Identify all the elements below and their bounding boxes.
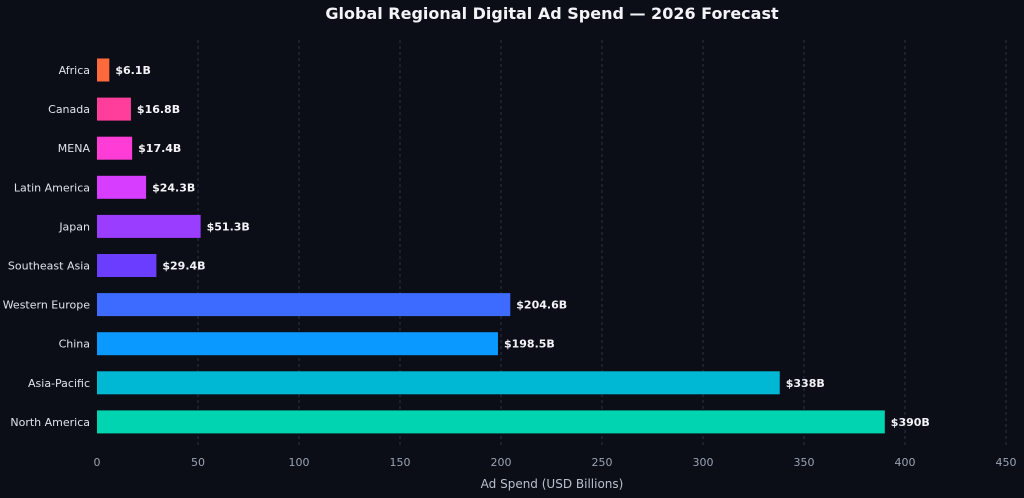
x-tick-label: 450 xyxy=(996,456,1017,469)
bars-layer xyxy=(97,58,885,434)
x-tick-label: 200 xyxy=(491,456,512,469)
value-label: $51.3B xyxy=(207,220,250,233)
bar xyxy=(97,254,157,277)
category-label: Canada xyxy=(48,103,90,116)
grid-layer xyxy=(197,40,1007,447)
bar xyxy=(97,97,131,121)
bar xyxy=(97,293,511,317)
x-axis-ticks: 0 50 100 150 200 250 300 350 400 450 xyxy=(94,456,1017,469)
category-label: MENA xyxy=(58,142,91,155)
x-tick-label: 300 xyxy=(693,456,714,469)
x-tick-label: 100 xyxy=(289,456,310,469)
bar xyxy=(97,371,780,395)
category-label: Latin America xyxy=(14,181,90,194)
value-label: $6.1B xyxy=(115,64,151,77)
bar xyxy=(97,58,110,82)
category-label: Japan xyxy=(58,220,90,233)
value-label: $16.8B xyxy=(137,103,180,116)
category-label: North America xyxy=(10,416,90,429)
value-label: $338B xyxy=(786,377,825,390)
bar xyxy=(97,175,147,199)
value-label: $390B xyxy=(891,416,930,429)
x-tick-label: 250 xyxy=(592,456,613,469)
x-tick-label: 400 xyxy=(895,456,916,469)
value-label: $198.5B xyxy=(504,338,555,351)
category-label: Africa xyxy=(59,64,90,77)
value-label: $24.3B xyxy=(152,181,195,194)
x-tick-label: 50 xyxy=(191,456,205,469)
value-label: $29.4B xyxy=(162,260,205,273)
x-tick-label: 150 xyxy=(390,456,411,469)
labels-layer: Africa $6.1B Canada $16.8B MENA $17.4B Latin A… xyxy=(3,64,930,429)
chart-title: Global Regional Digital Ad Spend — 2026 … xyxy=(325,4,779,23)
bar xyxy=(97,214,201,238)
category-label: Western Europe xyxy=(3,299,91,312)
bar xyxy=(97,332,498,356)
x-axis-label: Ad Spend (USD Billions) xyxy=(481,477,624,491)
x-tick-label: 0 xyxy=(94,456,101,469)
value-label: $17.4B xyxy=(138,142,181,155)
category-label: Southeast Asia xyxy=(8,260,90,273)
category-label: China xyxy=(59,338,90,351)
bar xyxy=(97,410,885,434)
x-tick-label: 350 xyxy=(794,456,815,469)
category-label: Asia-Pacific xyxy=(28,377,90,390)
value-label: $204.6B xyxy=(516,299,567,312)
bar xyxy=(97,136,133,160)
